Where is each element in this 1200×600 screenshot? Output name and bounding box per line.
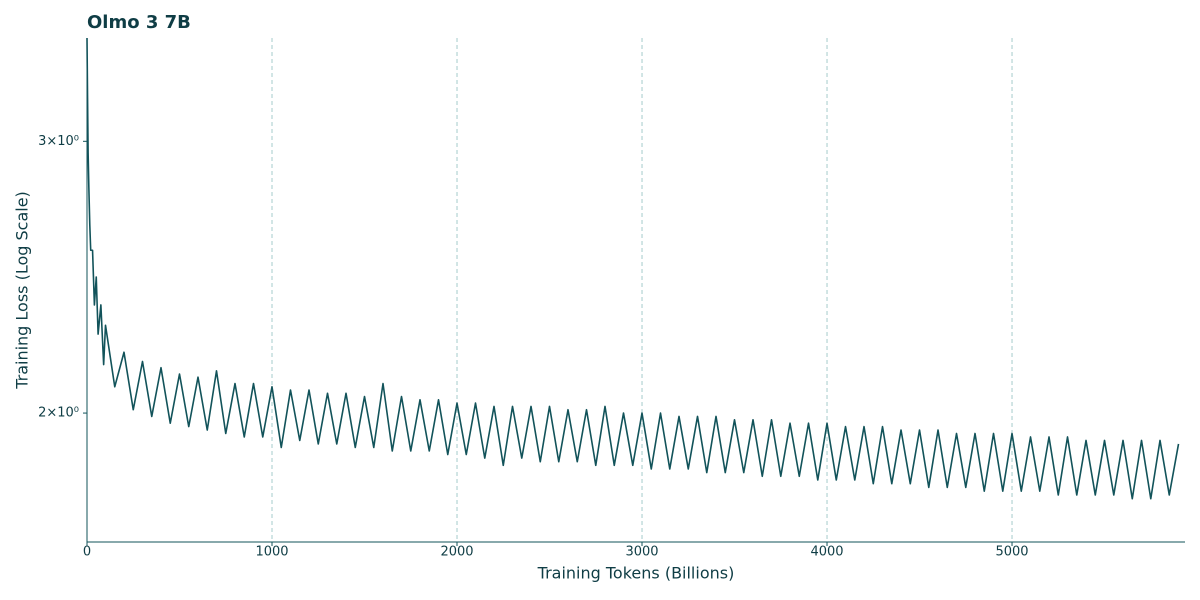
chart-title: Olmo 3 7B bbox=[87, 12, 191, 33]
loss-line bbox=[86, 37, 1180, 500]
x-tick-label: 4000 bbox=[810, 545, 843, 560]
y-axis-label: Training Loss (Log Scale) bbox=[13, 191, 32, 390]
x-tick-label: 3000 bbox=[625, 545, 658, 560]
x-tick-label: 1000 bbox=[255, 545, 288, 560]
y-tick-label: 3×10⁰ bbox=[38, 134, 79, 149]
y-tick-label: 2×10⁰ bbox=[38, 406, 79, 421]
x-tick-label: 0 bbox=[83, 545, 91, 560]
x-tick-label: 2000 bbox=[440, 545, 473, 560]
x-tick-label: 5000 bbox=[995, 545, 1028, 560]
x-axis-label: Training Tokens (Billions) bbox=[537, 564, 735, 583]
